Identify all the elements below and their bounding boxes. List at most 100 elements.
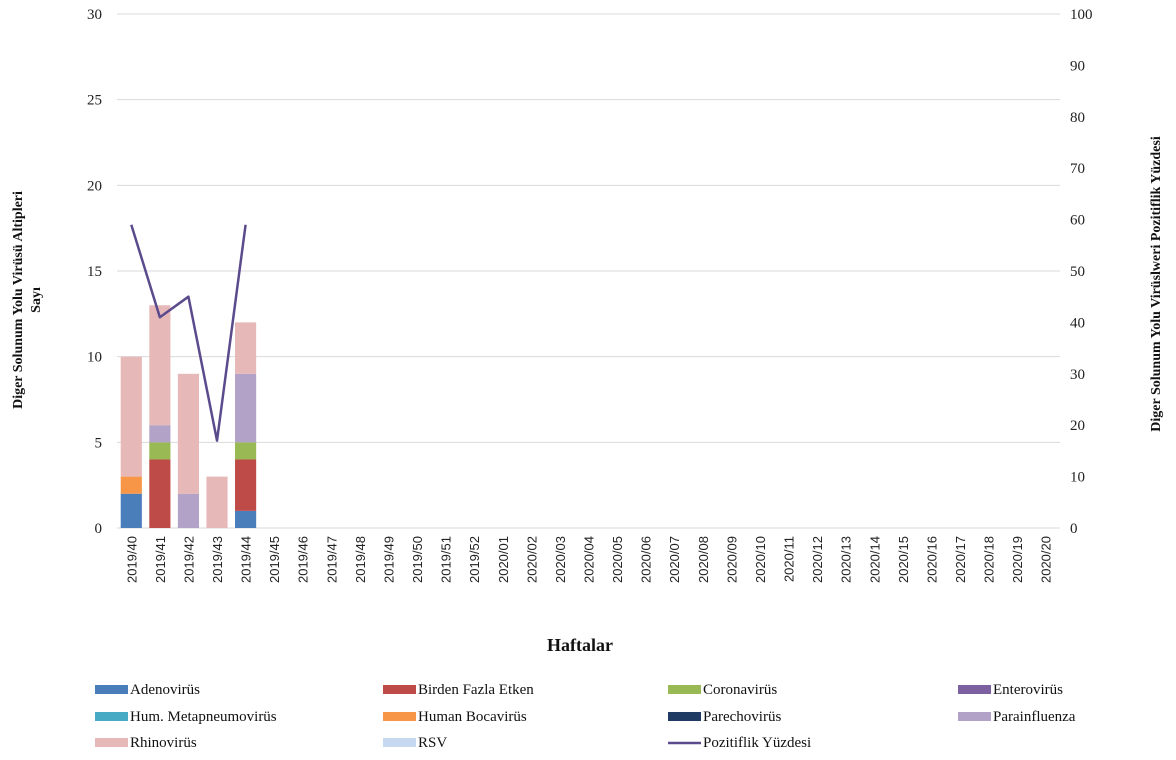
bar-segment [149,459,171,528]
legend-swatch [668,712,701,721]
legend-swatch [95,685,128,694]
x-tick-label: 2019/48 [353,536,368,583]
legend-swatch [95,712,128,721]
bar-segment [149,425,171,443]
legend-label: Coronavirüs [703,682,777,698]
right-tick-label: 70 [1070,161,1085,177]
right-tick-label: 40 [1070,315,1085,331]
bar-segment [235,373,257,443]
x-tick-label: 2020/17 [953,536,968,583]
x-tick-label: 2019/41 [153,536,168,583]
bar-segment [120,476,142,494]
legend-label: Birden Fazla Etken [418,682,534,698]
gridlines [117,13,1060,529]
positivity-line-group [130,224,247,442]
x-tick-label: 2019/51 [439,536,454,583]
legend-label: Human Bocavirüs [418,709,527,725]
x-tick-label: 2019/40 [124,536,139,583]
x-tick-label: 2019/52 [467,536,482,583]
x-tick-label: 2020/10 [753,536,768,583]
left-axis-title-line1: Diger Solunum Yolu Virüsü Altipleri [11,191,26,409]
x-tick-label: 2020/16 [924,536,939,583]
legend-label: Rhinovirüs [130,735,197,751]
x-tick-label: 2020/05 [610,536,625,583]
x-tick-label: 2020/01 [496,536,511,583]
x-axis-ticks: 2019/40 2019/41 2019/42 2019/43 2019/44 2019/… [124,536,1053,583]
positivity-line [130,224,247,442]
x-tick-label: 2019/43 [210,536,225,583]
bar-segment [177,373,200,494]
x-tick-label: 2020/13 [839,536,854,583]
x-tick-label: 2019/47 [324,536,339,583]
right-tick-label: 60 [1070,213,1085,229]
right-tick-label: 90 [1070,58,1085,74]
legend-label: Adenovirüs [130,682,200,698]
x-tick-label: 2019/45 [267,536,282,583]
right-tick-label: 100 [1070,7,1093,23]
legend-label: Enterovirüs [993,682,1063,698]
left-tick-label: 15 [87,264,102,280]
legend-label: Parechovirüs [703,709,781,725]
x-tick-label: 2019/44 [239,536,254,583]
x-tick-label: 2020/12 [810,536,825,583]
legend-swatch [383,685,416,694]
x-tick-label: 2020/04 [582,536,597,583]
left-axis-title-line2: Sayı [29,287,44,313]
legend: Adenovirüs Birden Fazla Etken Coronavirüs E… [95,682,1076,751]
bar-segment [120,493,142,528]
legend-swatch [95,738,128,747]
bar-segment [149,305,171,426]
x-tick-label: 2019/46 [296,536,311,583]
x-tick-label: 2020/19 [1010,536,1025,583]
x-tick-label: 2020/14 [867,536,882,583]
legend-label: Parainfluenza [993,709,1076,725]
right-tick-label: 0 [1070,521,1078,537]
right-tick-label: 30 [1070,367,1085,383]
left-tick-label: 0 [95,521,103,537]
right-tick-label: 80 [1070,110,1085,126]
bars [120,305,257,528]
legend-swatch [668,685,701,694]
right-tick-label: 20 [1070,418,1085,434]
x-tick-label: 2020/20 [1039,536,1054,583]
legend-swatch [383,738,416,747]
left-tick-label: 30 [87,7,102,23]
right-tick-label: 10 [1070,470,1085,486]
bar-segment [235,322,257,374]
x-axis-title: Haftalar [547,635,613,655]
legend-swatch [958,685,991,694]
legend-label: RSV [418,735,447,751]
legend-label: Hum. Metapneumovirüs [130,709,277,725]
x-tick-label: 2020/18 [982,536,997,583]
bar-segment [235,442,257,460]
legend-swatch [958,712,991,721]
x-tick-label: 2020/15 [896,536,911,583]
left-tick-label: 10 [87,350,102,366]
legend-swatch [383,712,416,721]
x-tick-label: 2020/02 [524,536,539,583]
left-tick-label: 5 [95,435,103,451]
bar-segment [235,510,257,528]
bar-segment [149,442,171,460]
x-tick-label: 2020/06 [639,536,654,583]
x-tick-label: 2019/50 [410,536,425,583]
right-tick-label: 50 [1070,264,1085,280]
x-tick-label: 2020/08 [696,536,711,583]
x-tick-label: 2020/07 [667,536,682,583]
left-axis-ticks: 0 5 10 15 20 25 30 [87,7,102,537]
x-tick-label: 2020/03 [553,536,568,583]
bar-segment [235,459,257,511]
left-tick-label: 20 [87,178,102,194]
bar-segment [120,356,142,477]
x-tick-label: 2020/09 [724,536,739,583]
x-tick-label: 2020/11 [782,536,797,582]
legend-label: Pozitiflik Yüzdesi [703,735,811,751]
left-tick-label: 25 [87,93,102,109]
right-axis-ticks: 0 10 20 30 40 50 60 70 80 90 100 [1070,7,1093,537]
bar-segment [206,476,228,528]
x-tick-label: 2019/42 [181,536,196,583]
bar-segment [177,493,200,528]
x-tick-label: 2019/49 [381,536,396,583]
right-axis-title: Diger Solunum Yolu Virüslweri Pozitiflik… [1149,136,1164,432]
